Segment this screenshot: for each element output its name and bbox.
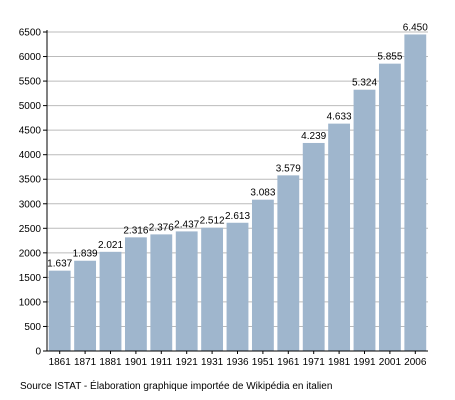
data-label: 3.083	[250, 188, 275, 199]
x-tick-label: 1991	[353, 357, 376, 368]
y-tick-label: 0	[35, 347, 41, 358]
x-tick-label: 1961	[277, 357, 300, 368]
bar	[226, 222, 249, 351]
y-tick-label: 5000	[19, 101, 42, 112]
bar	[251, 199, 274, 351]
data-label: 2.512	[200, 216, 225, 227]
x-tick-label: 1936	[226, 357, 249, 368]
data-label: 2.437	[174, 219, 199, 230]
y-tick-label: 3000	[19, 199, 42, 210]
x-tick-label: 1951	[252, 357, 275, 368]
bar	[175, 231, 198, 351]
y-tick-label: 2000	[19, 248, 42, 259]
x-tick-label: 1901	[125, 357, 148, 368]
data-label: 4.239	[301, 131, 326, 142]
x-tick-label: 1981	[328, 357, 351, 368]
y-tick-label: 4000	[19, 150, 42, 161]
x-tick-label: 2001	[379, 357, 402, 368]
data-label: 5.324	[352, 78, 377, 89]
y-tick-label: 6000	[19, 52, 42, 63]
bar	[277, 175, 300, 351]
bar	[150, 234, 173, 351]
data-label: 2.021	[98, 240, 123, 251]
data-label: 5.855	[377, 52, 402, 63]
y-tick-label: 5500	[19, 77, 42, 88]
source-caption: Source ISTAT - Élaboration graphique imp…	[20, 381, 333, 392]
y-tick-label: 2500	[19, 224, 42, 235]
bar	[328, 123, 351, 351]
y-tick-label: 6500	[19, 28, 42, 39]
x-tick-label: 1931	[201, 357, 224, 368]
y-tick-label: 4500	[19, 126, 42, 137]
data-label: 1.637	[47, 259, 72, 270]
data-label: 2.376	[149, 222, 174, 233]
bar	[302, 142, 325, 351]
y-tick-label: 500	[24, 322, 41, 333]
data-label: 1.839	[73, 249, 98, 260]
x-tick-label: 1881	[99, 357, 122, 368]
bar	[404, 34, 427, 351]
x-tick-label: 1871	[74, 357, 97, 368]
x-tick-label: 2006	[404, 357, 427, 368]
bar	[353, 89, 376, 351]
bar	[378, 63, 401, 352]
y-tick-label: 1000	[19, 297, 42, 308]
data-label: 3.579	[276, 163, 301, 174]
bar	[201, 227, 224, 351]
x-tick-label: 1861	[49, 357, 72, 368]
bar	[124, 237, 147, 351]
data-label: 4.633	[327, 112, 352, 123]
y-tick-label: 1500	[19, 273, 42, 284]
x-tick-label: 1911	[151, 357, 173, 368]
data-label: 2.316	[123, 225, 148, 236]
x-tick-label: 1921	[176, 357, 199, 368]
x-tick-label: 1971	[303, 357, 326, 368]
data-label: 2.613	[225, 211, 250, 222]
bar	[99, 251, 122, 351]
bar	[48, 270, 71, 351]
data-label: 6.450	[403, 22, 428, 33]
bar	[74, 260, 97, 351]
y-tick-label: 3500	[19, 175, 42, 186]
